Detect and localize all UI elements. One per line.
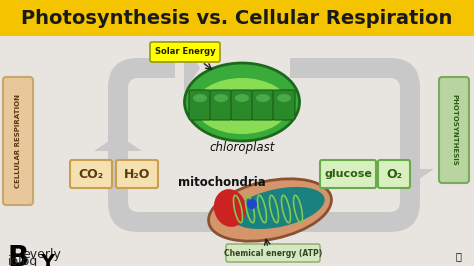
FancyBboxPatch shape xyxy=(252,90,274,120)
Ellipse shape xyxy=(214,189,246,227)
Ellipse shape xyxy=(184,63,300,141)
FancyBboxPatch shape xyxy=(231,90,253,120)
Text: glucose: glucose xyxy=(324,169,372,179)
FancyBboxPatch shape xyxy=(210,90,232,120)
Text: B: B xyxy=(8,244,29,266)
Text: Y: Y xyxy=(40,253,54,266)
FancyBboxPatch shape xyxy=(439,77,469,183)
Ellipse shape xyxy=(256,94,270,102)
Text: 🔈: 🔈 xyxy=(455,251,461,261)
Text: mitochondria: mitochondria xyxy=(178,176,266,189)
Text: O₂: O₂ xyxy=(386,168,402,181)
FancyBboxPatch shape xyxy=(273,90,295,120)
Bar xyxy=(175,56,290,80)
FancyBboxPatch shape xyxy=(378,160,410,188)
FancyBboxPatch shape xyxy=(128,78,400,212)
Polygon shape xyxy=(184,44,200,92)
FancyBboxPatch shape xyxy=(108,58,420,232)
FancyBboxPatch shape xyxy=(3,77,33,205)
Polygon shape xyxy=(386,169,434,185)
Text: Photosynthesis vs. Cellular Respiration: Photosynthesis vs. Cellular Respiration xyxy=(21,9,453,27)
Text: CELLULAR RESPIRATION: CELLULAR RESPIRATION xyxy=(15,94,21,188)
Ellipse shape xyxy=(209,179,331,241)
Text: Chemical energy (ATP): Chemical energy (ATP) xyxy=(224,248,322,257)
FancyBboxPatch shape xyxy=(226,244,320,262)
Ellipse shape xyxy=(214,94,228,102)
Ellipse shape xyxy=(193,94,207,102)
Polygon shape xyxy=(94,135,142,151)
FancyBboxPatch shape xyxy=(116,160,158,188)
Text: Solar Energy: Solar Energy xyxy=(155,48,215,56)
Bar xyxy=(0,0,474,36)
Ellipse shape xyxy=(231,187,325,229)
Text: chloroplast: chloroplast xyxy=(210,142,275,155)
Text: iolog: iolog xyxy=(8,255,38,266)
FancyBboxPatch shape xyxy=(189,90,211,120)
FancyBboxPatch shape xyxy=(150,42,220,62)
Ellipse shape xyxy=(277,94,291,102)
Text: PHOTOSYNTHESIS: PHOTOSYNTHESIS xyxy=(451,94,457,166)
Ellipse shape xyxy=(235,94,249,102)
FancyBboxPatch shape xyxy=(70,160,112,188)
Text: H₂O: H₂O xyxy=(124,168,150,181)
FancyBboxPatch shape xyxy=(320,160,376,188)
Text: CO₂: CO₂ xyxy=(78,168,103,181)
Circle shape xyxy=(247,199,257,209)
Ellipse shape xyxy=(195,78,289,134)
Text: everly: everly xyxy=(22,248,61,261)
Polygon shape xyxy=(230,198,246,246)
